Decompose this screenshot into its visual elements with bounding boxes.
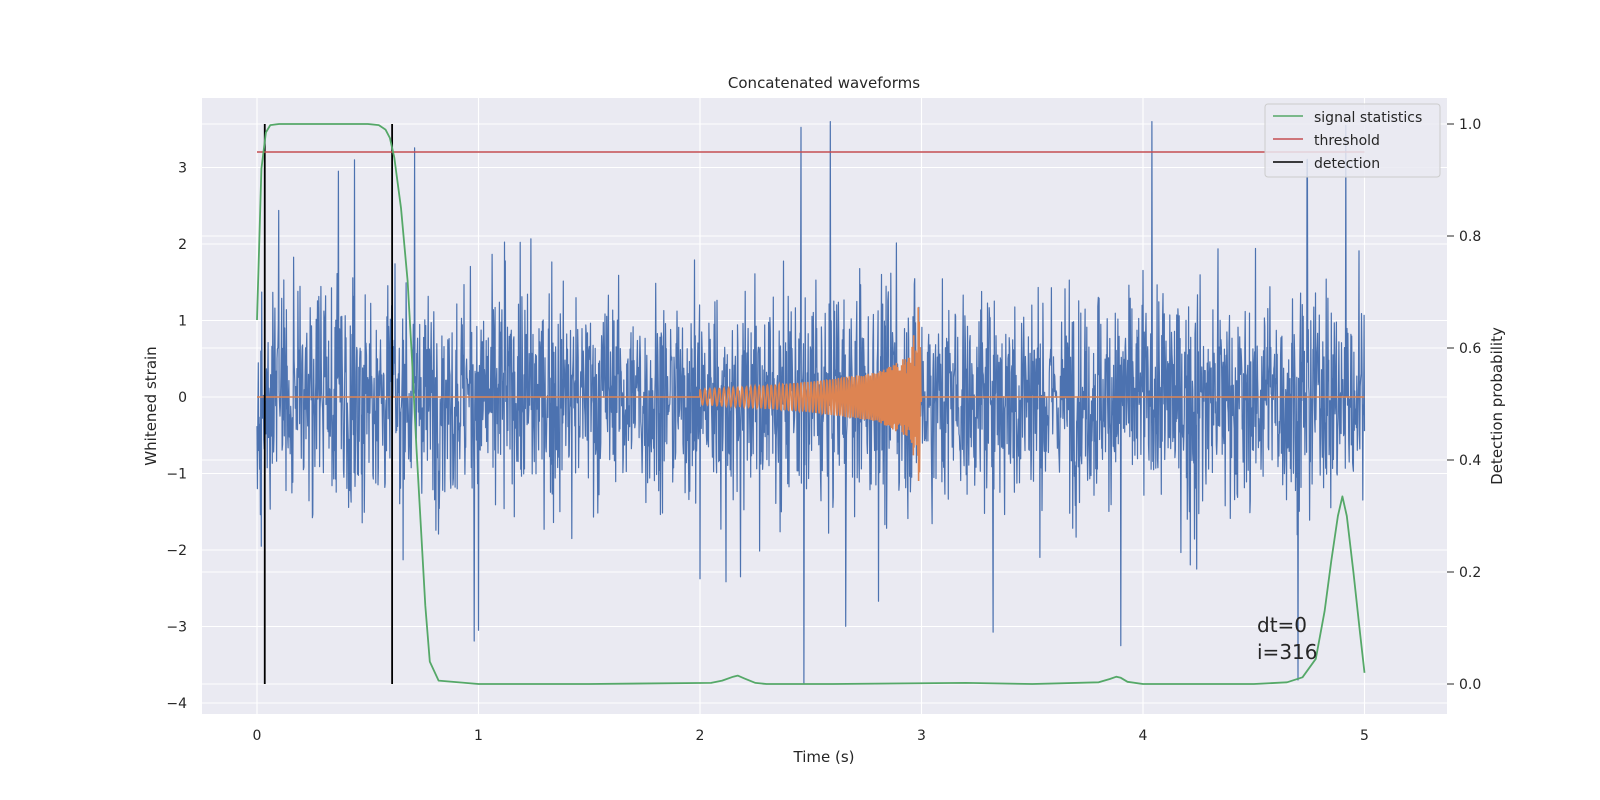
x-tick-label: 5 xyxy=(1360,728,1369,744)
x-tick-label: 4 xyxy=(1139,728,1148,744)
x-tick-label: 3 xyxy=(917,728,926,744)
chart-title: Concatenated waveforms xyxy=(728,74,920,92)
y2-axis-label: Detection probability xyxy=(1488,327,1506,485)
y-tick-label: −3 xyxy=(166,620,187,636)
whitened-strain-line xyxy=(256,120,1366,685)
legend-label-signal-statistics: signal statistics xyxy=(1314,110,1422,126)
data-layer xyxy=(256,120,1366,685)
chirp-waveform-line xyxy=(257,307,1365,482)
annotation-dt: dt=0 xyxy=(1257,613,1307,637)
signal-statistics-line xyxy=(256,123,1366,685)
y-tick-label: 0 xyxy=(178,390,187,406)
y-tick-label: −1 xyxy=(166,467,187,483)
y-tick-label: −2 xyxy=(166,543,187,559)
x-tick-label: 2 xyxy=(696,728,705,744)
y-tick-label: −4 xyxy=(166,696,187,712)
x-axis-label: Time (s) xyxy=(793,748,855,766)
legend: signal statistics threshold detection xyxy=(1264,103,1441,178)
y2-tick-label: 0.0 xyxy=(1459,677,1481,693)
y2-tick-label: 0.4 xyxy=(1459,453,1481,469)
y2-tick-label: 1.0 xyxy=(1459,117,1481,133)
y-tick-label: 2 xyxy=(178,237,187,253)
legend-label-threshold: threshold xyxy=(1314,133,1380,149)
y-axis-label: Whitened strain xyxy=(142,346,160,465)
y-tick-label: 1 xyxy=(178,314,187,330)
legend-label-detection: detection xyxy=(1314,156,1380,172)
x-tick-label: 1 xyxy=(474,728,483,744)
annotation-index: i=316 xyxy=(1257,640,1318,664)
x-tick-label: 0 xyxy=(253,728,262,744)
legend-frame xyxy=(1264,103,1441,178)
y2-tick-label: 0.8 xyxy=(1459,229,1481,245)
y2-tick-label: 0.6 xyxy=(1459,341,1481,357)
y-tick-label: 3 xyxy=(178,161,187,177)
y2-tick-label: 0.2 xyxy=(1459,565,1481,581)
tick-labels: 0 1 2 3 4 5 −4 −3 −2 −1 0 1 2 3 0.0 0.2 0.4 0.6 0.8 1.0 xyxy=(166,117,1481,744)
annotations: dt=0 i=316 xyxy=(1257,613,1318,664)
grid xyxy=(202,98,1447,714)
